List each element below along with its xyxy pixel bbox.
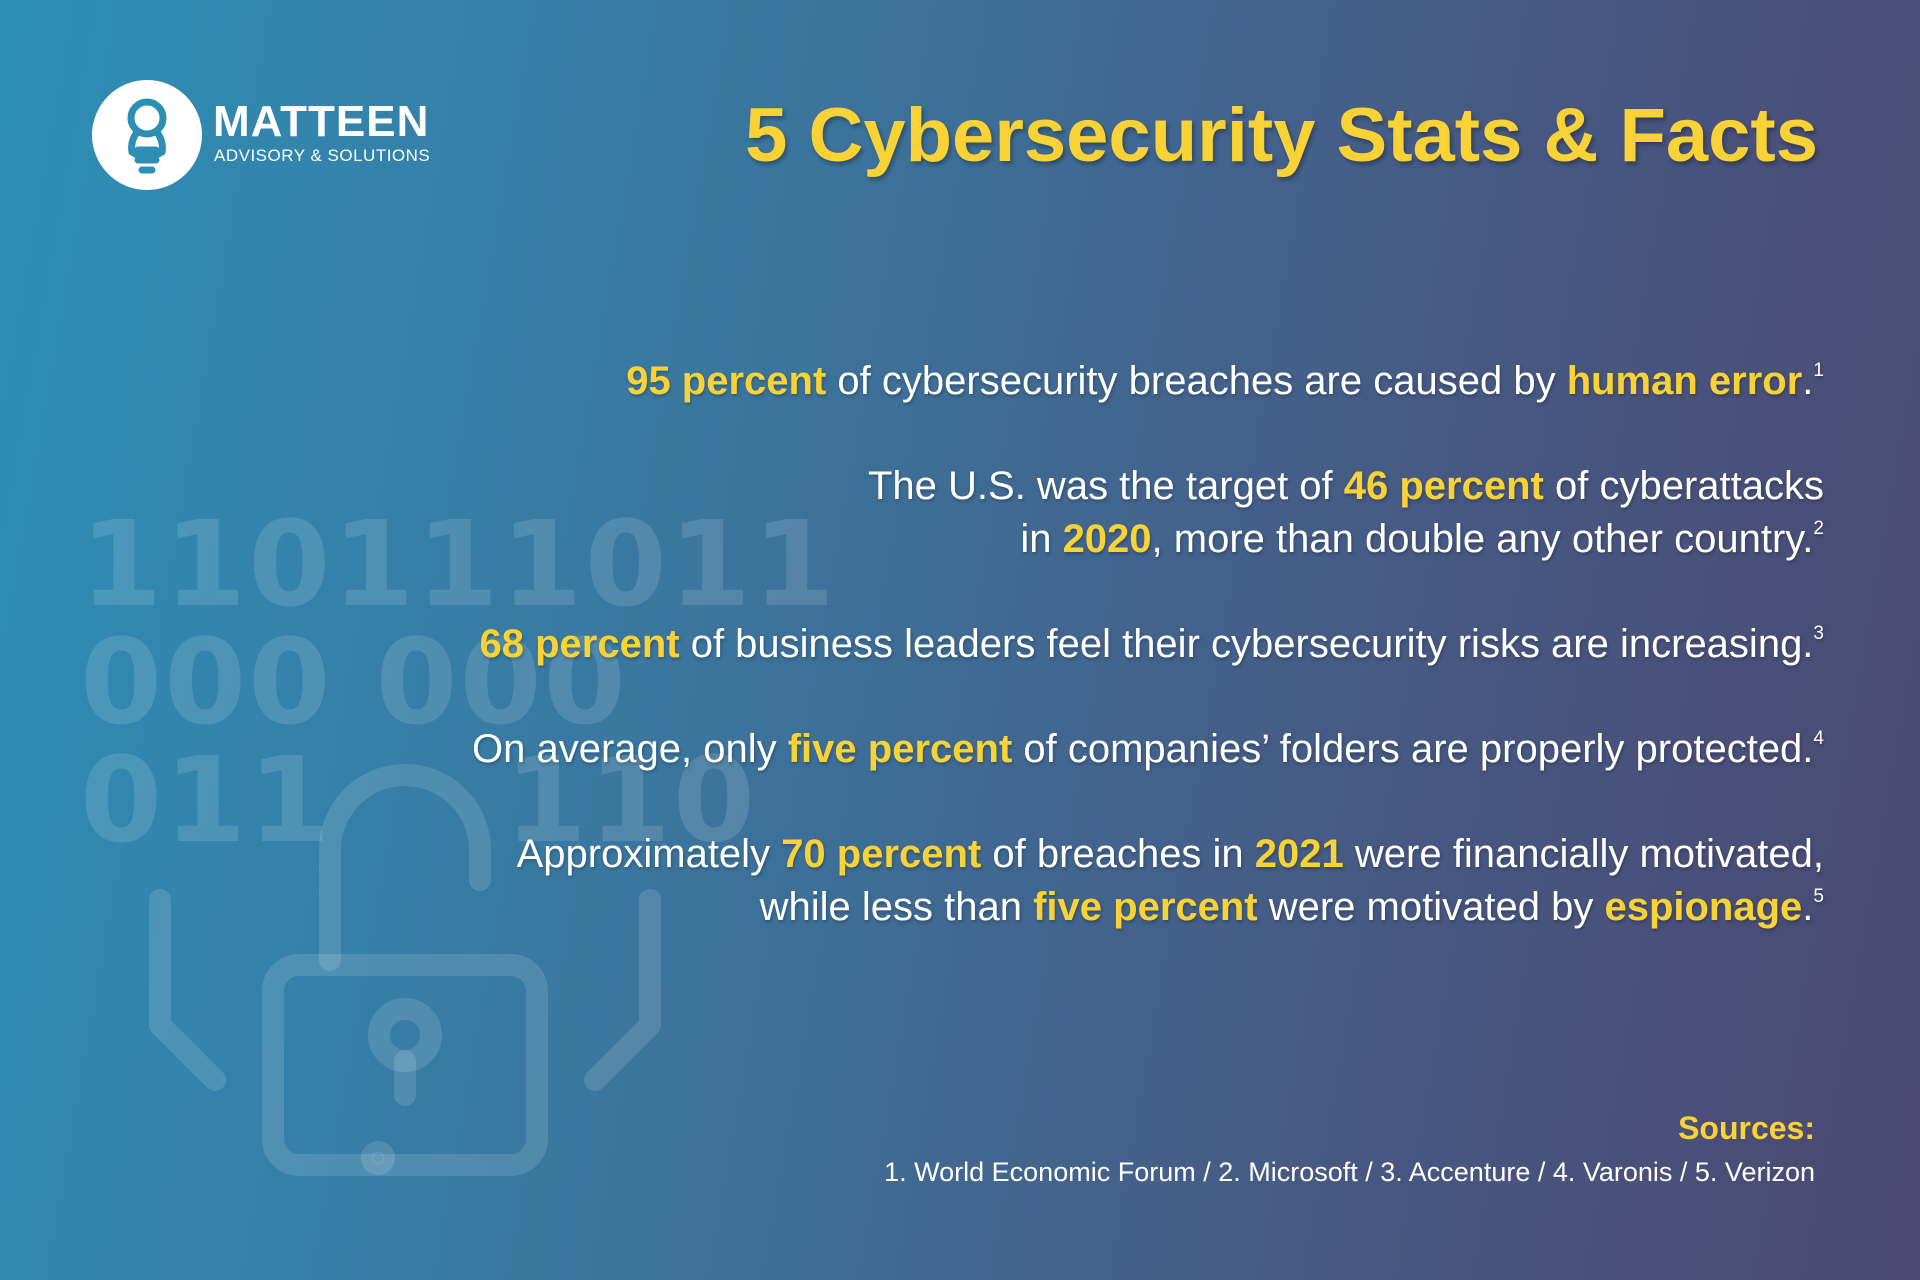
footnote-ref: 1: [1813, 360, 1824, 381]
fact-line: in 2020, more than double any other coun…: [472, 513, 1824, 566]
brand-name: MATTEEN: [213, 97, 430, 146]
fact-text: were financially motivated,: [1343, 832, 1824, 876]
highlight: five percent: [787, 727, 1013, 771]
fact-line: The U.S. was the target of 46 percent of…: [472, 460, 1824, 513]
highlight: 2021: [1254, 832, 1344, 876]
footnote-ref: 2: [1813, 518, 1824, 539]
sources-label: Sources:: [1678, 1110, 1815, 1146]
highlight: 46 percent: [1343, 464, 1544, 508]
highlight: human error: [1566, 359, 1803, 403]
fact-text: were motivated by: [1257, 885, 1605, 929]
fact-text: of breaches in: [981, 832, 1255, 876]
footnote-ref: 4: [1813, 728, 1824, 749]
highlight: 95 percent: [626, 359, 827, 403]
sources-text: 1. World Economic Forum / 2. Microsoft /…: [884, 1157, 1815, 1187]
digit-row: 011 110: [80, 731, 757, 869]
fact: On average, only five percent of compani…: [472, 723, 1824, 776]
facts: 95 percent of cybersecurity breaches are…: [472, 355, 1824, 986]
logo-bulb: [127, 98, 167, 174]
digit-row: 110111011: [80, 495, 837, 633]
logo-mark: [92, 80, 202, 190]
highlight: 2020: [1062, 517, 1152, 561]
fact: 95 percent of cybersecurity breaches are…: [472, 355, 1824, 408]
footnote-ref: 3: [1813, 623, 1824, 644]
fact: The U.S. was the target of 46 percent of…: [472, 460, 1824, 566]
footnote-ref: 5: [1813, 886, 1824, 907]
fact-text: On average, only: [471, 727, 788, 771]
fact-text: of companies’ folders are properly prote…: [1012, 727, 1814, 771]
fact-text: of cybersecurity breaches are caused by: [826, 359, 1567, 403]
fact-text: in: [1020, 517, 1063, 561]
fact-line: Approximately 70 percent of breaches in …: [472, 828, 1824, 881]
fact-line: 68 percent of business leaders feel thei…: [472, 618, 1824, 671]
fact-text: .: [1802, 359, 1814, 403]
fact-text: , more than double any other country.: [1151, 517, 1814, 561]
fact-text: of cyberattacks: [1543, 464, 1824, 508]
background-digits: 110111011 000 000 011 110: [80, 505, 837, 859]
lock-icon: [149, 764, 661, 1176]
highlight: 68 percent: [479, 622, 680, 666]
fact-line: 95 percent of cybersecurity breaches are…: [472, 355, 1824, 408]
highlight: espionage: [1604, 885, 1803, 929]
fact-text: of business leaders feel their cybersecu…: [679, 622, 1814, 666]
fact: 68 percent of business leaders feel thei…: [472, 618, 1824, 671]
digit-row: 000 000: [80, 613, 628, 751]
fact-line: while less than five percent were motiva…: [472, 881, 1824, 934]
highlight: five percent: [1033, 885, 1258, 929]
fact-text: while less than: [759, 885, 1034, 929]
fact: Approximately 70 percent of breaches in …: [472, 828, 1824, 934]
fact-line: On average, only five percent of compani…: [472, 723, 1824, 776]
brand-tagline: ADVISORY & SOLUTIONS: [214, 146, 431, 165]
fact-text: The U.S. was the target of: [867, 464, 1344, 508]
fact-text: .: [1802, 885, 1814, 929]
highlight: 70 percent: [781, 832, 982, 876]
title: 5 Cybersecurity Stats & Facts: [745, 93, 1818, 178]
fact-text: Approximately: [516, 832, 782, 876]
